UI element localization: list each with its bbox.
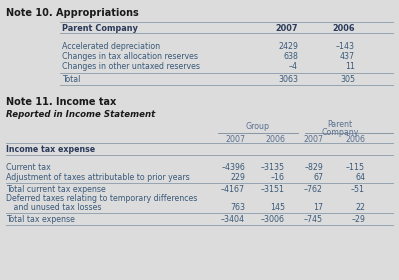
- Text: Total tax expense: Total tax expense: [6, 215, 75, 224]
- Text: Adjustment of taxes attributable to prior years: Adjustment of taxes attributable to prio…: [6, 173, 190, 182]
- Text: Parent: Parent: [328, 120, 353, 129]
- Text: 3063: 3063: [278, 75, 298, 84]
- Text: 437: 437: [340, 52, 355, 61]
- Text: –3006: –3006: [261, 215, 285, 224]
- Text: Group: Group: [246, 122, 270, 131]
- Text: –3404: –3404: [221, 215, 245, 224]
- Text: Current tax: Current tax: [6, 163, 51, 172]
- Text: 2007: 2007: [303, 135, 323, 144]
- Text: –3135: –3135: [261, 163, 285, 172]
- Text: 67: 67: [313, 173, 323, 182]
- Text: –115: –115: [346, 163, 365, 172]
- Text: –51: –51: [351, 185, 365, 194]
- Text: Reported in Income Statement: Reported in Income Statement: [6, 110, 155, 119]
- Text: 2429: 2429: [278, 42, 298, 51]
- Text: 22: 22: [355, 203, 365, 212]
- Text: –4396: –4396: [221, 163, 245, 172]
- Text: Changes in tax allocation reserves: Changes in tax allocation reserves: [62, 52, 198, 61]
- Text: –4: –4: [289, 62, 298, 71]
- Text: 2006: 2006: [345, 135, 365, 144]
- Text: Total current tax expense: Total current tax expense: [6, 185, 106, 194]
- Text: 17: 17: [313, 203, 323, 212]
- Text: 305: 305: [340, 75, 355, 84]
- Text: Total: Total: [62, 75, 80, 84]
- Text: Company: Company: [321, 128, 359, 137]
- Text: –29: –29: [351, 215, 365, 224]
- Text: –16: –16: [271, 173, 285, 182]
- Text: –762: –762: [304, 185, 323, 194]
- Text: Accelerated depreciation: Accelerated depreciation: [62, 42, 160, 51]
- Text: Deferred taxes relating to temporary differences: Deferred taxes relating to temporary dif…: [6, 194, 198, 203]
- Text: 638: 638: [283, 52, 298, 61]
- Text: 145: 145: [270, 203, 285, 212]
- Text: 64: 64: [355, 173, 365, 182]
- Text: 11: 11: [345, 62, 355, 71]
- Text: –829: –829: [304, 163, 323, 172]
- Text: 2007: 2007: [275, 24, 298, 33]
- Text: 2006: 2006: [332, 24, 355, 33]
- Text: –143: –143: [336, 42, 355, 51]
- Text: Parent Company: Parent Company: [62, 24, 138, 33]
- Text: Changes in other untaxed reserves: Changes in other untaxed reserves: [62, 62, 200, 71]
- Text: 2007: 2007: [225, 135, 245, 144]
- Text: Note 11. Income tax: Note 11. Income tax: [6, 97, 116, 107]
- Text: Note 10. Appropriations: Note 10. Appropriations: [6, 8, 139, 18]
- Text: –745: –745: [304, 215, 323, 224]
- Text: 2006: 2006: [265, 135, 285, 144]
- Text: Income tax expense: Income tax expense: [6, 145, 95, 154]
- Text: –3151: –3151: [261, 185, 285, 194]
- Text: 229: 229: [230, 173, 245, 182]
- Text: –4167: –4167: [221, 185, 245, 194]
- Text: 763: 763: [230, 203, 245, 212]
- Text: and unused tax losses: and unused tax losses: [6, 203, 101, 212]
